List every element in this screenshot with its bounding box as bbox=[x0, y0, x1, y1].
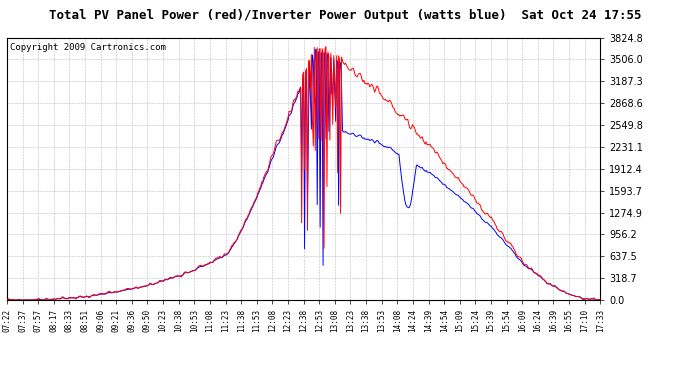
Text: Copyright 2009 Cartronics.com: Copyright 2009 Cartronics.com bbox=[10, 43, 166, 52]
Text: Total PV Panel Power (red)/Inverter Power Output (watts blue)  Sat Oct 24 17:55: Total PV Panel Power (red)/Inverter Powe… bbox=[49, 9, 641, 22]
